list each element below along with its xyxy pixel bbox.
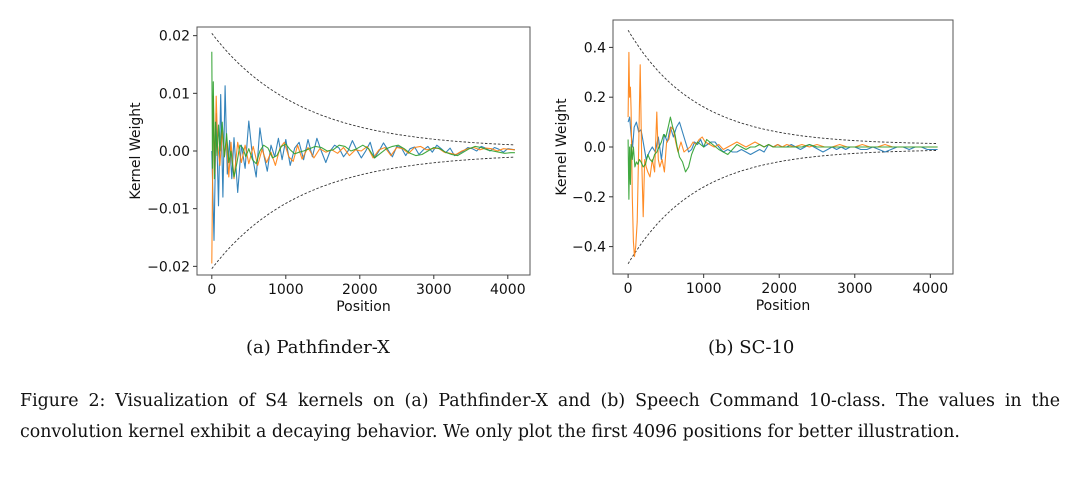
x-tick-label: 4000	[913, 281, 949, 297]
y-tick-label: −0.4	[572, 240, 606, 256]
x-tick-label: 3000	[837, 281, 873, 297]
y-tick-label: −0.02	[147, 259, 190, 275]
x-axis-label: Position	[336, 299, 391, 315]
series-line-kernel-3	[211, 51, 515, 180]
series-line-kernel-2	[627, 51, 938, 258]
y-tick-label: 0.2	[584, 90, 606, 106]
x-tick-label: 0	[207, 282, 216, 298]
lower-envelope-line	[211, 156, 515, 269]
upper-envelope-line	[627, 29, 938, 144]
y-tick-label: −0.01	[147, 202, 190, 218]
series-line-kernel-3	[627, 116, 938, 200]
y-tick-label: 0.01	[159, 86, 190, 102]
x-axis-label: Position	[756, 298, 811, 314]
subcaption-a: (a) Pathfinder-X	[246, 337, 390, 358]
x-tick-label: 3000	[416, 282, 452, 298]
y-tick-label: 0.4	[584, 40, 606, 56]
figure-caption: Figure 2: Visualization of S4 kernels on…	[20, 391, 1060, 442]
x-tick-label: 1000	[686, 281, 722, 297]
figure: 0 1000 2000 3000 40000.020.010.00−0.01−0.02P…	[128, 19, 954, 315]
y-tick-label: 0.02	[159, 29, 190, 45]
subcaption-b: (b) SC-10	[708, 337, 795, 358]
lower-envelope-line	[627, 150, 938, 265]
y-tick-label: −0.2	[572, 190, 606, 206]
x-tick-label: 2000	[342, 282, 378, 298]
x-tick-label: 2000	[761, 281, 797, 297]
x-tick-label: 4000	[490, 282, 526, 298]
y-axis-label: Kernel Weight	[128, 102, 144, 200]
x-tick-label: 0	[624, 281, 633, 297]
x-tick-label: 1000	[268, 282, 304, 298]
y-axis-label: Kernel Weight	[554, 98, 570, 196]
series-line-kernel-2	[211, 95, 515, 264]
upper-envelope-line	[211, 33, 515, 146]
plot-sc-10: 0 1000 2000 3000 4000 0.4 0.2 0.0 −0.2 −0.4 Positi…	[554, 19, 954, 314]
plot-pathfinder-x: 0 1000 2000 3000 4000 0.02 0.01 0.00 −0.01 −0.02 P…	[128, 26, 531, 315]
y-tick-label: 0.00	[159, 144, 190, 160]
y-tick-label: 0.0	[584, 140, 606, 156]
